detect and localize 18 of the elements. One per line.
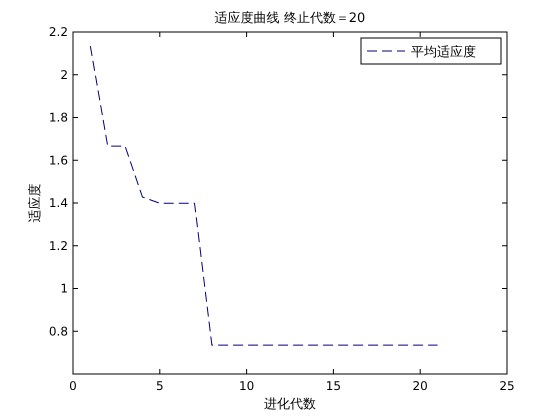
x-tick-label: 5 — [156, 379, 164, 393]
x-tick-label: 20 — [412, 379, 428, 393]
x-tick-label: 0 — [69, 379, 77, 393]
y-tick-label: 0.8 — [48, 324, 68, 338]
y-axis-title: 适应度 — [27, 184, 43, 222]
x-tick-label: 10 — [238, 379, 254, 393]
y-tick-label: 1.2 — [48, 238, 68, 253]
legend-label: 平均适应度 — [411, 44, 476, 60]
y-tick-label: 2.2 — [48, 25, 68, 39]
y-tick-label: 1 — [60, 282, 68, 296]
x-tick-label: 15 — [326, 379, 342, 393]
x-axis-title: 进化代数 — [264, 397, 316, 412]
y-tick-label: 1.4 — [48, 196, 68, 210]
y-tick-label: 1.8 — [48, 110, 68, 124]
y-tick-label: 2 — [60, 68, 68, 82]
y-tick-label: 1.6 — [48, 153, 68, 168]
x-tick-label: 25 — [499, 379, 515, 393]
chart-title: 适应度曲线 终止代数＝20 — [214, 10, 366, 26]
